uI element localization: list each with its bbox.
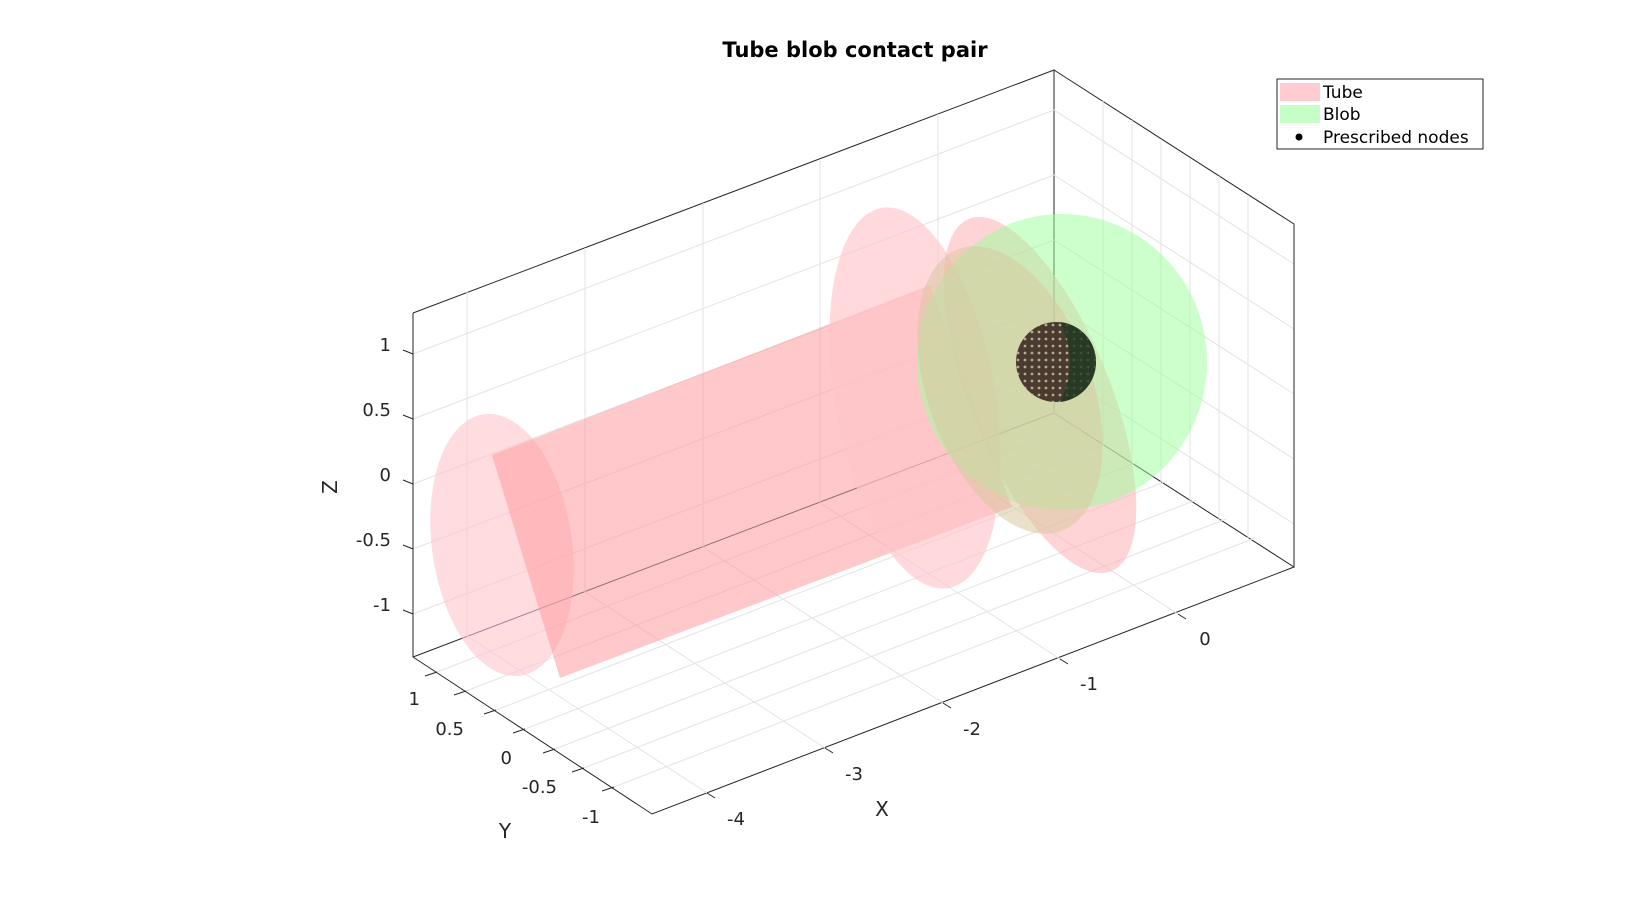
blob-overlap bbox=[917, 246, 1103, 534]
y-tick: -1 bbox=[582, 807, 600, 828]
y-tick: 0 bbox=[501, 748, 512, 769]
legend-swatch-blob bbox=[1280, 105, 1320, 123]
y-tick: 1 bbox=[409, 689, 420, 710]
legend-label-blob: Blob bbox=[1323, 105, 1361, 125]
z-tick: 1 bbox=[380, 335, 391, 356]
legend-swatch-tube bbox=[1280, 83, 1320, 101]
x-tick: -4 bbox=[727, 809, 745, 830]
z-axis-label: Z bbox=[318, 480, 342, 494]
y-axis-label: Y bbox=[498, 819, 512, 843]
legend: Tube Blob Prescribed nodes bbox=[1276, 78, 1484, 150]
z-tick: -1 bbox=[373, 595, 391, 616]
legend-marker-nodes bbox=[1295, 133, 1303, 141]
axes-front-edges bbox=[412, 224, 1295, 657]
x-axis: -4 -3 -2 -1 0 X bbox=[706, 613, 1211, 830]
y-tick: -0.5 bbox=[522, 777, 557, 798]
y-tick: 0.5 bbox=[435, 719, 464, 740]
x-axis-label: X bbox=[875, 797, 889, 821]
prescribed-nodes bbox=[1016, 322, 1097, 402]
x-tick: -3 bbox=[845, 764, 863, 785]
legend-label-tube: Tube bbox=[1322, 83, 1363, 103]
x-tick: -2 bbox=[963, 719, 981, 740]
legend-label-nodes: Prescribed nodes bbox=[1323, 128, 1469, 148]
z-tick: 0 bbox=[380, 465, 391, 486]
plot-title: Tube blob contact pair bbox=[722, 38, 988, 62]
y-axis: 1 0.5 0 -0.5 -1 Y bbox=[409, 671, 615, 843]
z-tick: -0.5 bbox=[356, 530, 391, 551]
z-axis: 1 0.5 0 -0.5 -1 Z bbox=[318, 335, 414, 616]
x-tick: -1 bbox=[1080, 674, 1098, 695]
z-tick: 0.5 bbox=[362, 400, 391, 421]
x-tick: 0 bbox=[1199, 629, 1210, 650]
